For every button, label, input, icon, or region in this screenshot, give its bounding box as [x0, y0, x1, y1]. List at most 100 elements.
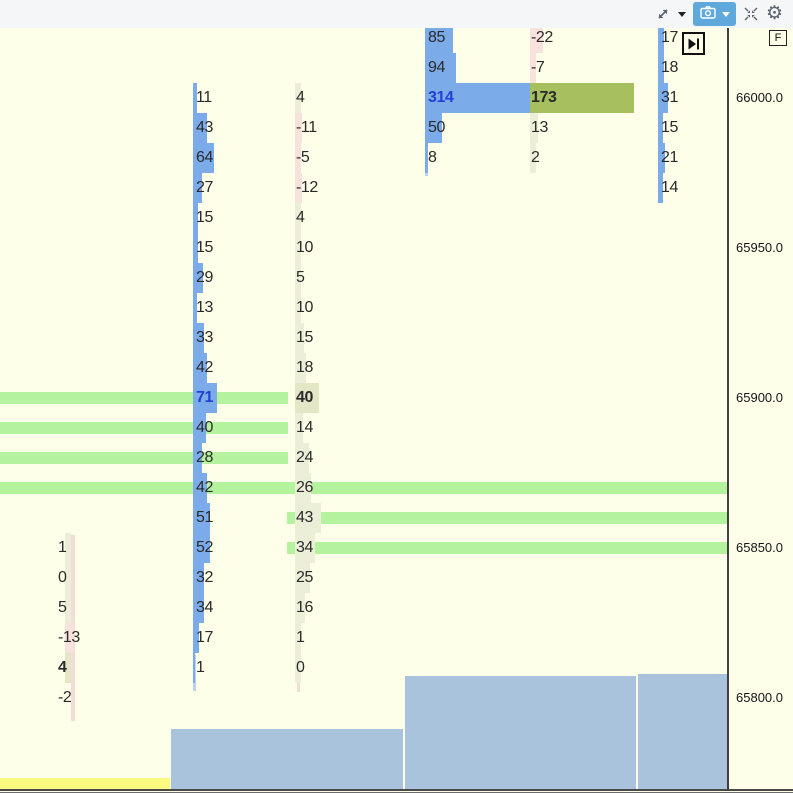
- footprint-column-2-volume-value: 11: [196, 89, 212, 106]
- footprint-column-1-delta-value: -2: [58, 689, 72, 706]
- footprint-column-4-volume-bar: [658, 143, 665, 173]
- footprint-column-2-delta-value: 43: [296, 509, 313, 526]
- footprint-column-2-delta-bar: [295, 443, 309, 473]
- footprint-column-2-delta-bar: [295, 383, 319, 413]
- footprint-column-3-delta-bar: [530, 143, 536, 173]
- footprint-column-2-delta-bar: [295, 173, 302, 203]
- footprint-column-2-volume-value: 64: [196, 149, 213, 166]
- chart-bottom-border: [0, 789, 793, 791]
- footprint-column-3-volume-value: 50: [428, 119, 445, 136]
- footprint-column-2-delta-bar: [295, 623, 301, 653]
- footprint-column-4-volume-value: 15: [661, 119, 678, 136]
- footprint-column-3-volume-value: 94: [428, 59, 445, 76]
- camera-icon: [699, 4, 717, 25]
- footprint-column-2-delta-bar: [295, 233, 301, 263]
- footprint-column-2-delta-bar: [295, 293, 301, 323]
- footprint-column-2-delta-bar: [295, 323, 304, 353]
- scale-icon[interactable]: [655, 2, 671, 26]
- footprint-column-3-delta-value: 2: [531, 149, 540, 166]
- footprint-column-2-volume-bar: [193, 293, 197, 323]
- footprint-column-4-volume-bar: [658, 113, 663, 143]
- value-area-band: [287, 542, 727, 554]
- footprint-column-2-delta-value: -11: [296, 119, 317, 136]
- footprint-chart-area[interactable]: 1 0 5 -13 4 -2 11 4 43 -11 64 -5 27 -12 15 4 15 10 29 5 13 10…: [0, 28, 793, 793]
- footprint-column-3-volume-value: 85: [428, 29, 445, 46]
- footprint-column-1-delta-bar: [65, 563, 71, 593]
- footprint-column-3-delta-bar: [530, 28, 543, 53]
- goto-latest-bar-button[interactable]: [682, 32, 705, 55]
- footprint-column-3-volume-value: 8: [428, 149, 437, 166]
- footprint-column-3-delta-value: -22: [531, 29, 553, 46]
- play-to-end-icon: [688, 38, 699, 49]
- footprint-column-4-volume-value: 21: [661, 149, 678, 166]
- footprint-column-2-delta-bar: [295, 263, 301, 293]
- footprint-column-2-delta-bar: [295, 473, 311, 503]
- footprint-column-2-delta-value: 14: [296, 419, 313, 436]
- footprint-column-2-delta-value: 24: [296, 449, 313, 466]
- footprint-column-3-delta-bar: [530, 83, 634, 113]
- footprint-column-2-volume-bar: [193, 173, 202, 203]
- price-axis-label: 65900.0: [736, 390, 783, 405]
- price-axis-label: 65850.0: [736, 540, 783, 555]
- footprint-column-1-delta-bar: [65, 593, 71, 623]
- price-axis-label: 65950.0: [736, 240, 783, 255]
- footprint-column-2-volume-bar: [193, 593, 204, 623]
- footprint-column-4-volume-bar: [658, 28, 664, 53]
- footprint-column-2-volume-value: 43: [196, 119, 213, 136]
- footprint-column-2-volume-value: 42: [196, 479, 213, 496]
- footprint-column-2-delta-bar: [295, 533, 315, 563]
- footprint-column-2-volume-bar: [193, 623, 199, 653]
- footprint-column-2-volume-value: 40: [196, 419, 213, 436]
- price-axis-label: 65800.0: [736, 690, 783, 705]
- session-volume-bar: [0, 778, 170, 789]
- footprint-column-2-volume-value: 15: [196, 239, 213, 256]
- footprint-column-3-delta-value: 173: [531, 89, 557, 106]
- footprint-column-2-delta-bar: [295, 113, 302, 143]
- footprint-column-2-delta-value: 18: [296, 359, 313, 376]
- footprint-column-2-delta-value: 16: [296, 599, 313, 616]
- chart-toolbar: ⚙: [0, 0, 793, 28]
- footprint-column-2-volume-bar: [193, 653, 195, 683]
- footprint-column-1-delta-bar: [65, 623, 73, 653]
- price-axis-line: [727, 28, 729, 791]
- footprint-column-3-delta-bar: [530, 113, 538, 143]
- session-volume-bar: [638, 674, 727, 789]
- footprint-column-4-volume-value: 31: [661, 89, 678, 106]
- footprint-column-2-volume-bar: [193, 113, 207, 143]
- footprint-column-2-delta-bar: [295, 563, 310, 593]
- footprint-column-3-volume-bar: [425, 143, 428, 173]
- footprint-column-2-delta-value: 26: [296, 479, 313, 496]
- footprint-column-2-volume-value: 17: [196, 629, 213, 646]
- footprint-column-2-delta-value: 40: [296, 389, 313, 406]
- value-area-band: [287, 512, 727, 524]
- footprint-column-2-delta-value: 15: [296, 329, 313, 346]
- footprint-column-2-volume-value: 51: [196, 509, 213, 526]
- footprint-column-2-volume-value: 71: [196, 389, 213, 406]
- scale-dropdown-caret-icon[interactable]: [677, 2, 686, 26]
- footprint-column-2-volume-value: 13: [196, 299, 213, 316]
- footprint-column-2-volume-bar: [193, 263, 203, 293]
- session-volume-bar: [405, 676, 636, 789]
- footprint-column-2-delta-bar: [295, 413, 303, 443]
- footprint-column-2-delta-value: 1: [296, 629, 305, 646]
- footprint-column-2-delta-value: -12: [296, 179, 318, 196]
- footprint-column-4-volume-value: 14: [661, 179, 678, 196]
- collapse-icon[interactable]: [743, 2, 759, 26]
- settings-gear-icon[interactable]: ⚙: [765, 3, 783, 24]
- footprint-column-1-delta-value: 5: [58, 599, 67, 616]
- footprint-column-2-volume-value: 33: [196, 329, 213, 346]
- value-area-band: [0, 422, 288, 434]
- footprint-column-1-delta-value: 4: [58, 659, 67, 676]
- fixed-scale-button[interactable]: F: [769, 30, 787, 46]
- candle-wick: [71, 535, 75, 721]
- footprint-column-2-volume-bar: [193, 473, 207, 503]
- camera-dropdown-caret-icon[interactable]: [721, 11, 730, 17]
- footprint-column-4-volume-bar: [658, 83, 668, 113]
- footprint-column-2-volume-value: 32: [196, 569, 213, 586]
- footprint-column-2-delta-value: 34: [296, 539, 313, 556]
- footprint-column-3-volume-value: 314: [428, 89, 454, 106]
- footprint-column-4-volume-value: 18: [661, 59, 678, 76]
- camera-button[interactable]: [692, 2, 736, 26]
- footprint-column-2-delta-value: 4: [296, 89, 305, 106]
- footprint-column-1-delta-value: -13: [58, 629, 80, 646]
